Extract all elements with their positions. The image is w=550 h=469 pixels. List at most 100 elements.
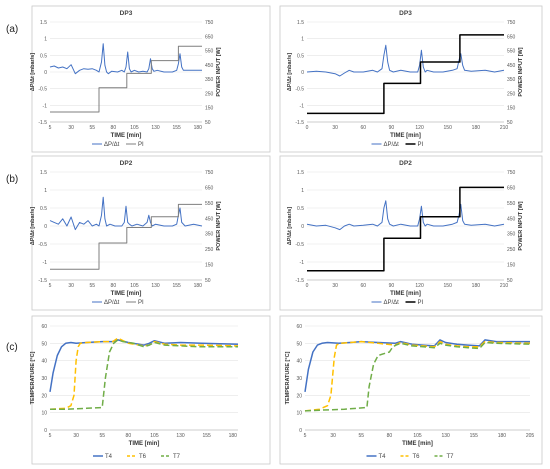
x-tick-label: 55 [89, 125, 95, 131]
chart-title: DP3 [120, 10, 133, 17]
row-label-c: (c) [6, 342, 18, 353]
y2-tick-label: 450 [205, 63, 214, 69]
y-tick-label: 1 [301, 37, 304, 43]
series-line-T7 [304, 341, 531, 412]
y-tick-label: 20 [41, 393, 47, 399]
y2-tick-label: 150 [205, 263, 214, 269]
x-tick-label: 5 [304, 433, 307, 439]
y2-tick-label: 250 [507, 247, 516, 253]
legend-label: ΔP/Δt [384, 300, 400, 306]
series-line-Pt [306, 200, 505, 231]
x-tick-label: 5 [49, 433, 52, 439]
x-tick-label: 30 [68, 125, 74, 131]
x-tick-label: 30 [68, 283, 74, 289]
y-tick-label: -1 [43, 260, 48, 266]
x-axis-label: TIME [min] [111, 133, 142, 139]
y2-tick-label: 550 [205, 49, 214, 55]
row-label-b: (b) [6, 174, 19, 185]
y-tick-label: 40 [296, 359, 302, 365]
x-tick-label: 60 [361, 283, 367, 289]
y-tick-label: 0.5 [297, 53, 304, 59]
y2-tick-label: 250 [205, 91, 214, 97]
y-tick-label: 1 [301, 188, 304, 194]
x-tick-label: 205 [526, 433, 535, 439]
x-tick-label: 80 [126, 433, 132, 439]
chart-title: DP2 [120, 160, 133, 167]
y2-tick-label: 450 [507, 63, 516, 69]
x-tick-label: 60 [361, 125, 367, 131]
y2-tick-label: 750 [205, 20, 214, 26]
y-tick-label: 20 [296, 393, 302, 399]
x-tick-label: 150 [444, 125, 453, 131]
x-tick-label: 105 [150, 433, 159, 439]
chart-frame [279, 315, 543, 465]
y-tick-label: 10 [41, 411, 47, 417]
x-tick-label: 30 [332, 125, 338, 131]
y-tick-label: 0 [44, 70, 47, 76]
y2-tick-label: 350 [507, 232, 516, 238]
y-tick-label: 1.5 [40, 20, 47, 26]
y2-tick-label: 150 [507, 106, 516, 112]
x-tick-label: 30 [332, 283, 338, 289]
y-tick-label: 30 [296, 376, 302, 382]
y2-axis-label: POWER INPUT [W] [518, 47, 524, 96]
series-line-T6 [304, 340, 531, 412]
legend-label: PI [138, 300, 144, 306]
y2-tick-label: 150 [205, 106, 214, 112]
y-tick-label: -0.5 [38, 87, 47, 93]
chart-frame [279, 155, 543, 311]
y-tick-label: 0 [44, 428, 47, 434]
y-tick-label: 0 [299, 428, 302, 434]
chart-title: DP2 [399, 160, 412, 167]
chart-b-left: -1.5 -1 -0.5 0 0.5 1 1.5 50 150 250 350 450 550 650 75… [30, 155, 271, 311]
y-tick-label: -1.5 [38, 120, 47, 126]
x-tick-label: 180 [498, 433, 507, 439]
y2-tick-label: 550 [507, 201, 516, 207]
legend-label: ΔP/Δt [384, 142, 400, 148]
x-tick-label: 155 [172, 283, 181, 289]
chart-frame [279, 5, 543, 153]
legend-label: T6 [139, 454, 147, 460]
chart-title: DP3 [399, 10, 412, 17]
y-tick-label: -1 [43, 103, 48, 109]
y2-tick-label: 450 [205, 216, 214, 222]
x-tick-label: 210 [500, 283, 509, 289]
y2-tick-label: 550 [507, 49, 516, 55]
chart-frame [31, 315, 271, 465]
x-tick-label: 30 [330, 433, 336, 439]
x-tick-label: 180 [229, 433, 238, 439]
x-tick-label: 130 [151, 283, 160, 289]
x-tick-label: 210 [500, 125, 509, 131]
legend-label: T4 [379, 454, 387, 460]
y2-tick-label: 650 [507, 34, 516, 40]
y-tick-label: 1.5 [297, 170, 304, 176]
y2-tick-label: 250 [507, 91, 516, 97]
chart-frame [31, 5, 271, 153]
series-line-Pt [49, 196, 203, 231]
y-axis-label: ΔP/Δt [mbar/s] [287, 207, 293, 245]
y2-tick-label: 50 [205, 120, 211, 126]
y2-tick-label: 50 [507, 278, 513, 284]
y-tick-label: 0 [301, 224, 304, 230]
chart-a-left: -1.5 -1 -0.5 0 0.5 1 1.5 50 150 250 350 450 550 650 75… [30, 5, 271, 153]
legend-label: PI [418, 142, 424, 148]
y-tick-label: 60 [41, 324, 47, 330]
y2-axis-label: POWER INPUT [W] [216, 201, 222, 250]
x-tick-label: 80 [111, 283, 117, 289]
y2-tick-label: 750 [205, 170, 214, 176]
y-tick-label: 1.5 [40, 170, 47, 176]
row-label-a: (a) [6, 24, 19, 35]
y2-tick-label: 150 [507, 263, 516, 269]
chart-c-right: 0 10 20 30 40 50 60 5 30 55 80 105 130 155 180 205 TIME … [279, 315, 543, 465]
x-tick-label: 105 [130, 125, 139, 131]
x-tick-label: 180 [194, 283, 203, 289]
x-axis-label: TIME [min] [111, 291, 142, 297]
legend-label: T7 [173, 454, 181, 460]
series-line-Pt [49, 43, 202, 75]
y-axis-label: ΔP/Δt [mbar/s] [30, 53, 36, 91]
y-tick-label: 1 [44, 188, 47, 194]
x-tick-label: 130 [151, 125, 160, 131]
x-tick-label: 55 [358, 433, 364, 439]
x-tick-label: 130 [176, 433, 185, 439]
x-axis-label: TIME [min] [390, 133, 421, 139]
